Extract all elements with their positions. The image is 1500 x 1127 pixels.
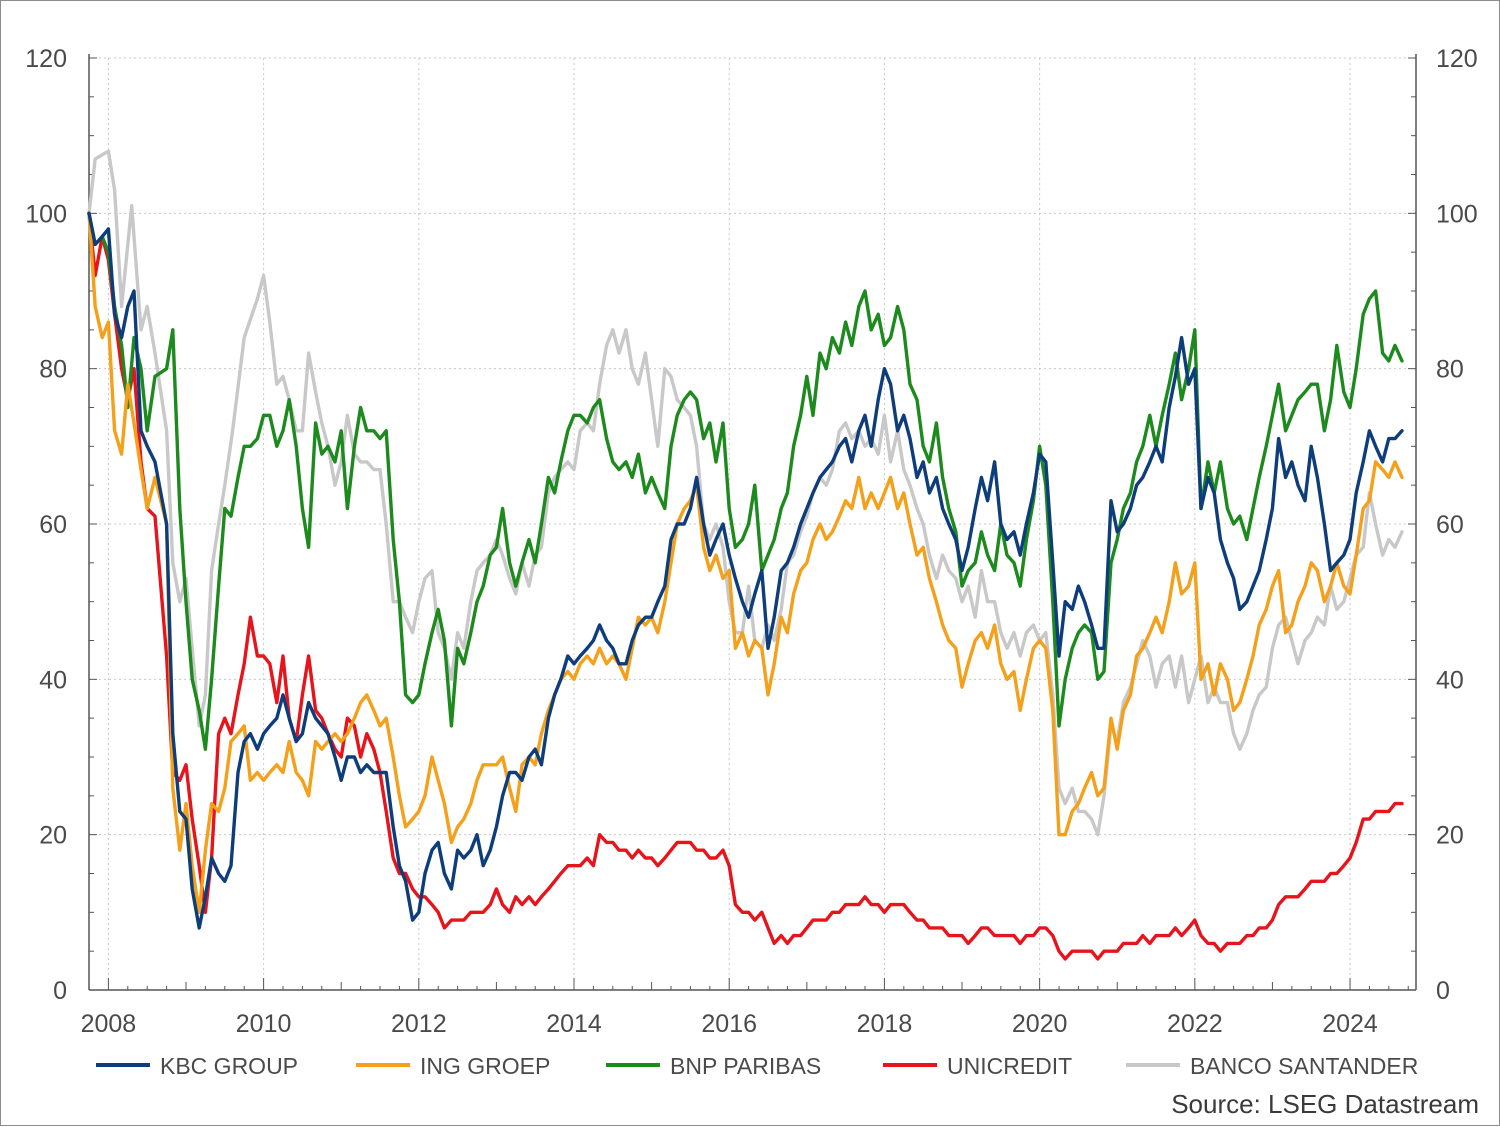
y-tick-label-right: 80 xyxy=(1436,356,1464,384)
y-tick-label-left: 40 xyxy=(39,666,67,694)
x-tick-label: 2008 xyxy=(81,1010,137,1038)
y-tick-label-right: 60 xyxy=(1436,511,1464,539)
legend-label-banco-santander: BANCO SANTANDER xyxy=(1190,1053,1418,1079)
source-note: Source: LSEG Datastream xyxy=(1171,1089,1479,1119)
y-tick-label-left: 20 xyxy=(39,822,67,850)
legend-label-kbc-group: KBC GROUP xyxy=(160,1053,298,1079)
x-tick-label: 2010 xyxy=(236,1010,292,1038)
series-lines xyxy=(87,149,1404,961)
y-tick-label-left: 80 xyxy=(39,356,67,384)
x-tick-label: 2016 xyxy=(701,1010,757,1038)
y-tick-label-right: 40 xyxy=(1436,666,1464,694)
x-tick-label: 2014 xyxy=(546,1010,602,1038)
y-tick-label-left: 60 xyxy=(39,511,67,539)
y-tick-label-right: 20 xyxy=(1436,822,1464,850)
y-tick-label-left: 120 xyxy=(25,45,67,73)
x-tick-label: 2018 xyxy=(857,1010,913,1038)
series-line-unicredit xyxy=(87,211,1404,961)
y-tick-label-right: 100 xyxy=(1436,200,1478,228)
series-line-kbc-group xyxy=(87,211,1404,930)
legend-label-bnp-paribas: BNP PARIBAS xyxy=(670,1053,821,1079)
legend: KBC GROUP ING GROEP BNP PARIBAS UNICREDIT BA… xyxy=(96,1053,1418,1079)
x-tick-label: 2012 xyxy=(391,1010,447,1038)
legend-label-unicredit: UNICREDIT xyxy=(947,1053,1072,1079)
legend-label-ing-groep: ING GROEP xyxy=(420,1053,550,1079)
x-tick-label: 2020 xyxy=(1012,1010,1068,1038)
y-tick-label-left: 100 xyxy=(25,200,67,228)
series-line-bnp-paribas xyxy=(87,211,1404,751)
y-tick-label-right: 120 xyxy=(1436,45,1478,73)
x-tick-label: 2022 xyxy=(1167,1010,1223,1038)
x-tick-label: 2024 xyxy=(1322,1010,1378,1038)
y-tick-label-left: 0 xyxy=(53,977,67,1005)
series-line-ing-groep xyxy=(87,211,1404,914)
y-tick-label-right: 0 xyxy=(1436,977,1450,1005)
